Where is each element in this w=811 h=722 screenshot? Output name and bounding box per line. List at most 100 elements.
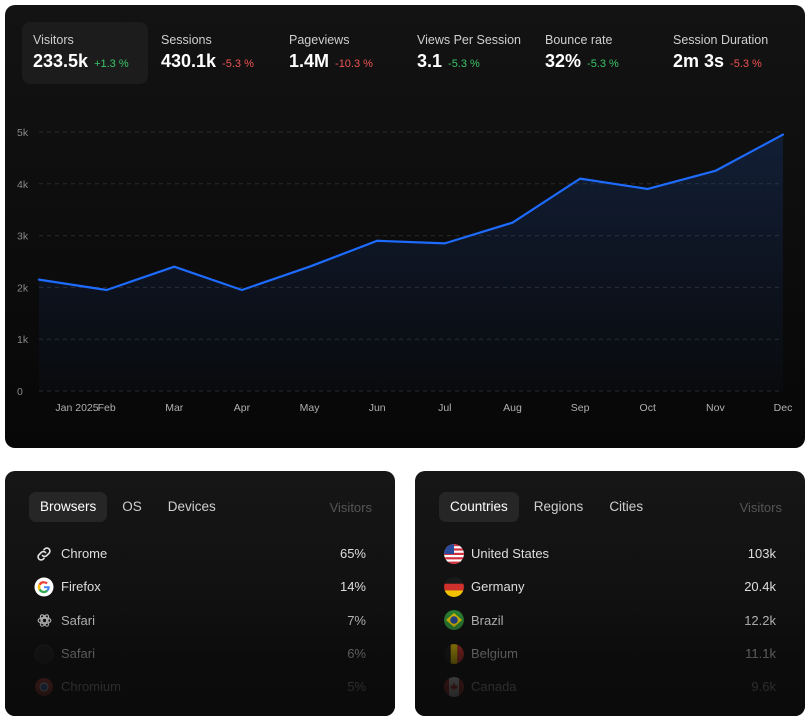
germany-flag-icon bbox=[444, 576, 464, 597]
metric-label: Sessions bbox=[161, 33, 212, 47]
browser-share: 65% bbox=[339, 546, 366, 562]
y-tick-label: 4k bbox=[17, 179, 29, 191]
metric-bounce-rate[interactable]: Bounce rate 32% -5.3 % bbox=[534, 22, 660, 84]
metric-change: +1.3 % bbox=[94, 58, 129, 70]
metric-tabs: Visitors 233.5k +1.3 % Sessions 430.1k -… bbox=[22, 22, 795, 88]
list-item[interactable]: Firefox 14% bbox=[34, 570, 366, 603]
metric-value: 32% bbox=[545, 51, 582, 71]
metric-change: -5.3 % bbox=[448, 58, 480, 70]
metric-change: -5.3 % bbox=[587, 58, 619, 70]
country-name: Canada bbox=[471, 679, 517, 695]
openai-icon bbox=[34, 610, 54, 630]
list-item[interactable]: United States 103k bbox=[444, 537, 776, 570]
countries-card: Countries Regions Cities Visitors bbox=[415, 471, 805, 716]
country-list: United States 103k Germany bbox=[444, 537, 776, 703]
list-item[interactable]: Chromium 5% bbox=[34, 670, 366, 703]
browser-share: 5% bbox=[347, 679, 366, 695]
country-visitors: 12.2k bbox=[744, 612, 776, 628]
browser-list: Chrome 65% Firefox 14% bbox=[34, 537, 366, 703]
metric-label: Visitors bbox=[33, 33, 74, 47]
google-icon bbox=[34, 577, 54, 597]
list-item[interactable]: Safari 7% bbox=[34, 604, 366, 637]
metric-pageviews[interactable]: Pageviews 1.4M -10.3 % bbox=[278, 22, 404, 84]
country-name: Germany bbox=[471, 579, 525, 595]
browser-name: Safari bbox=[61, 646, 95, 662]
x-tick-label: Mar bbox=[165, 402, 184, 414]
x-tick-label: Jul bbox=[438, 402, 451, 414]
browser-name: Chromium bbox=[61, 679, 121, 695]
x-tick-label: Oct bbox=[640, 402, 656, 414]
y-tick-label: 0 bbox=[17, 386, 23, 398]
tab-browsers[interactable]: Browsers bbox=[29, 492, 108, 522]
x-tick-label: Sep bbox=[571, 402, 590, 414]
y-tick-label: 3k bbox=[17, 231, 29, 243]
x-tick-label: Dec bbox=[774, 402, 793, 414]
country-visitors: 20.4k bbox=[744, 579, 776, 595]
belgium-flag-icon bbox=[444, 643, 464, 664]
metric-value: 3.1 bbox=[417, 51, 443, 71]
x-tick-label: May bbox=[300, 402, 321, 414]
metric-sessions[interactable]: Sessions 430.1k -5.3 % bbox=[150, 22, 276, 84]
country-visitors: 103k bbox=[747, 546, 776, 562]
country-name: Belgium bbox=[471, 646, 518, 662]
list-item[interactable]: Germany 20.4k bbox=[444, 570, 776, 603]
metric-session-duration[interactable]: Session Duration 2m 3s -5.3 % bbox=[662, 22, 788, 84]
browser-name: Safari bbox=[61, 612, 95, 628]
column-header-visitors: Visitors bbox=[329, 500, 372, 515]
metric-change: -5.3 % bbox=[222, 58, 254, 70]
tab-devices[interactable]: Devices bbox=[167, 499, 216, 514]
x-tick-label: Jan 2025 bbox=[55, 402, 98, 414]
list-item[interactable]: Chrome 65% bbox=[34, 537, 366, 570]
analytics-panel: 0 1k 2k 3k 4k 5k Jan 2025 Feb Mar Apr May Jun Jul Aug… bbox=[5, 5, 805, 448]
browser-share: 6% bbox=[347, 646, 366, 662]
country-visitors: 9.6k bbox=[751, 679, 776, 695]
list-item[interactable]: Safari 6% bbox=[34, 637, 366, 670]
country-name: Brazil bbox=[471, 612, 504, 628]
tab-os[interactable]: OS bbox=[122, 499, 142, 514]
tab-regions[interactable]: Regions bbox=[533, 499, 584, 514]
country-name: United States bbox=[471, 546, 550, 562]
metric-label: Bounce rate bbox=[545, 33, 613, 47]
metric-views-per-session[interactable]: Views Per Session 3.1 -5.3 % bbox=[406, 22, 532, 84]
series-line bbox=[37, 133, 785, 292]
browser-name: Firefox bbox=[61, 579, 101, 595]
browsers-card: Browsers OS Devices Visitors Chrome 65% bbox=[5, 471, 395, 716]
browser-name: Chrome bbox=[61, 546, 108, 562]
x-tick-label: Jun bbox=[369, 402, 386, 414]
us-flag-icon bbox=[444, 543, 464, 564]
list-item[interactable]: Belgium 11.1k bbox=[444, 637, 776, 670]
y-tick-label: 2k bbox=[17, 282, 29, 294]
x-tick-label: Nov bbox=[706, 402, 725, 414]
canada-flag-icon bbox=[444, 676, 464, 697]
countries-tabs: Countries Regions Cities bbox=[439, 492, 658, 522]
series-area bbox=[39, 134, 783, 391]
metric-label: Views Per Session bbox=[417, 33, 521, 47]
metric-value: 233.5k bbox=[33, 51, 89, 71]
circle-icon bbox=[34, 644, 54, 664]
x-tick-label: Apr bbox=[234, 402, 251, 414]
chromium-icon bbox=[34, 677, 54, 697]
y-tick-label: 5k bbox=[17, 127, 29, 139]
metric-value: 1.4M bbox=[289, 51, 330, 71]
metric-value: 2m 3s bbox=[673, 51, 725, 71]
browser-share: 7% bbox=[347, 612, 366, 628]
metric-visitors[interactable]: Visitors 233.5k +1.3 % bbox=[22, 22, 148, 84]
link-icon bbox=[34, 544, 54, 564]
column-header-visitors: Visitors bbox=[739, 500, 782, 515]
x-tick-label: Feb bbox=[98, 402, 116, 414]
browsers-tabs: Browsers OS Devices bbox=[29, 492, 231, 522]
x-tick-label: Aug bbox=[503, 402, 522, 414]
country-visitors: 11.1k bbox=[745, 646, 776, 662]
list-item[interactable]: Canada 9.6k bbox=[444, 670, 776, 703]
list-item[interactable]: Brazil 12.2k bbox=[444, 604, 776, 637]
tab-countries[interactable]: Countries bbox=[439, 492, 519, 522]
metric-change: -5.3 % bbox=[730, 58, 762, 70]
tab-cities[interactable]: Cities bbox=[609, 499, 644, 514]
metric-change: -10.3 % bbox=[335, 58, 373, 70]
metric-label: Pageviews bbox=[289, 33, 350, 47]
brazil-flag-icon bbox=[444, 610, 464, 631]
metric-label: Session Duration bbox=[673, 33, 769, 47]
browser-share: 14% bbox=[339, 579, 366, 595]
y-tick-label: 1k bbox=[17, 334, 29, 346]
